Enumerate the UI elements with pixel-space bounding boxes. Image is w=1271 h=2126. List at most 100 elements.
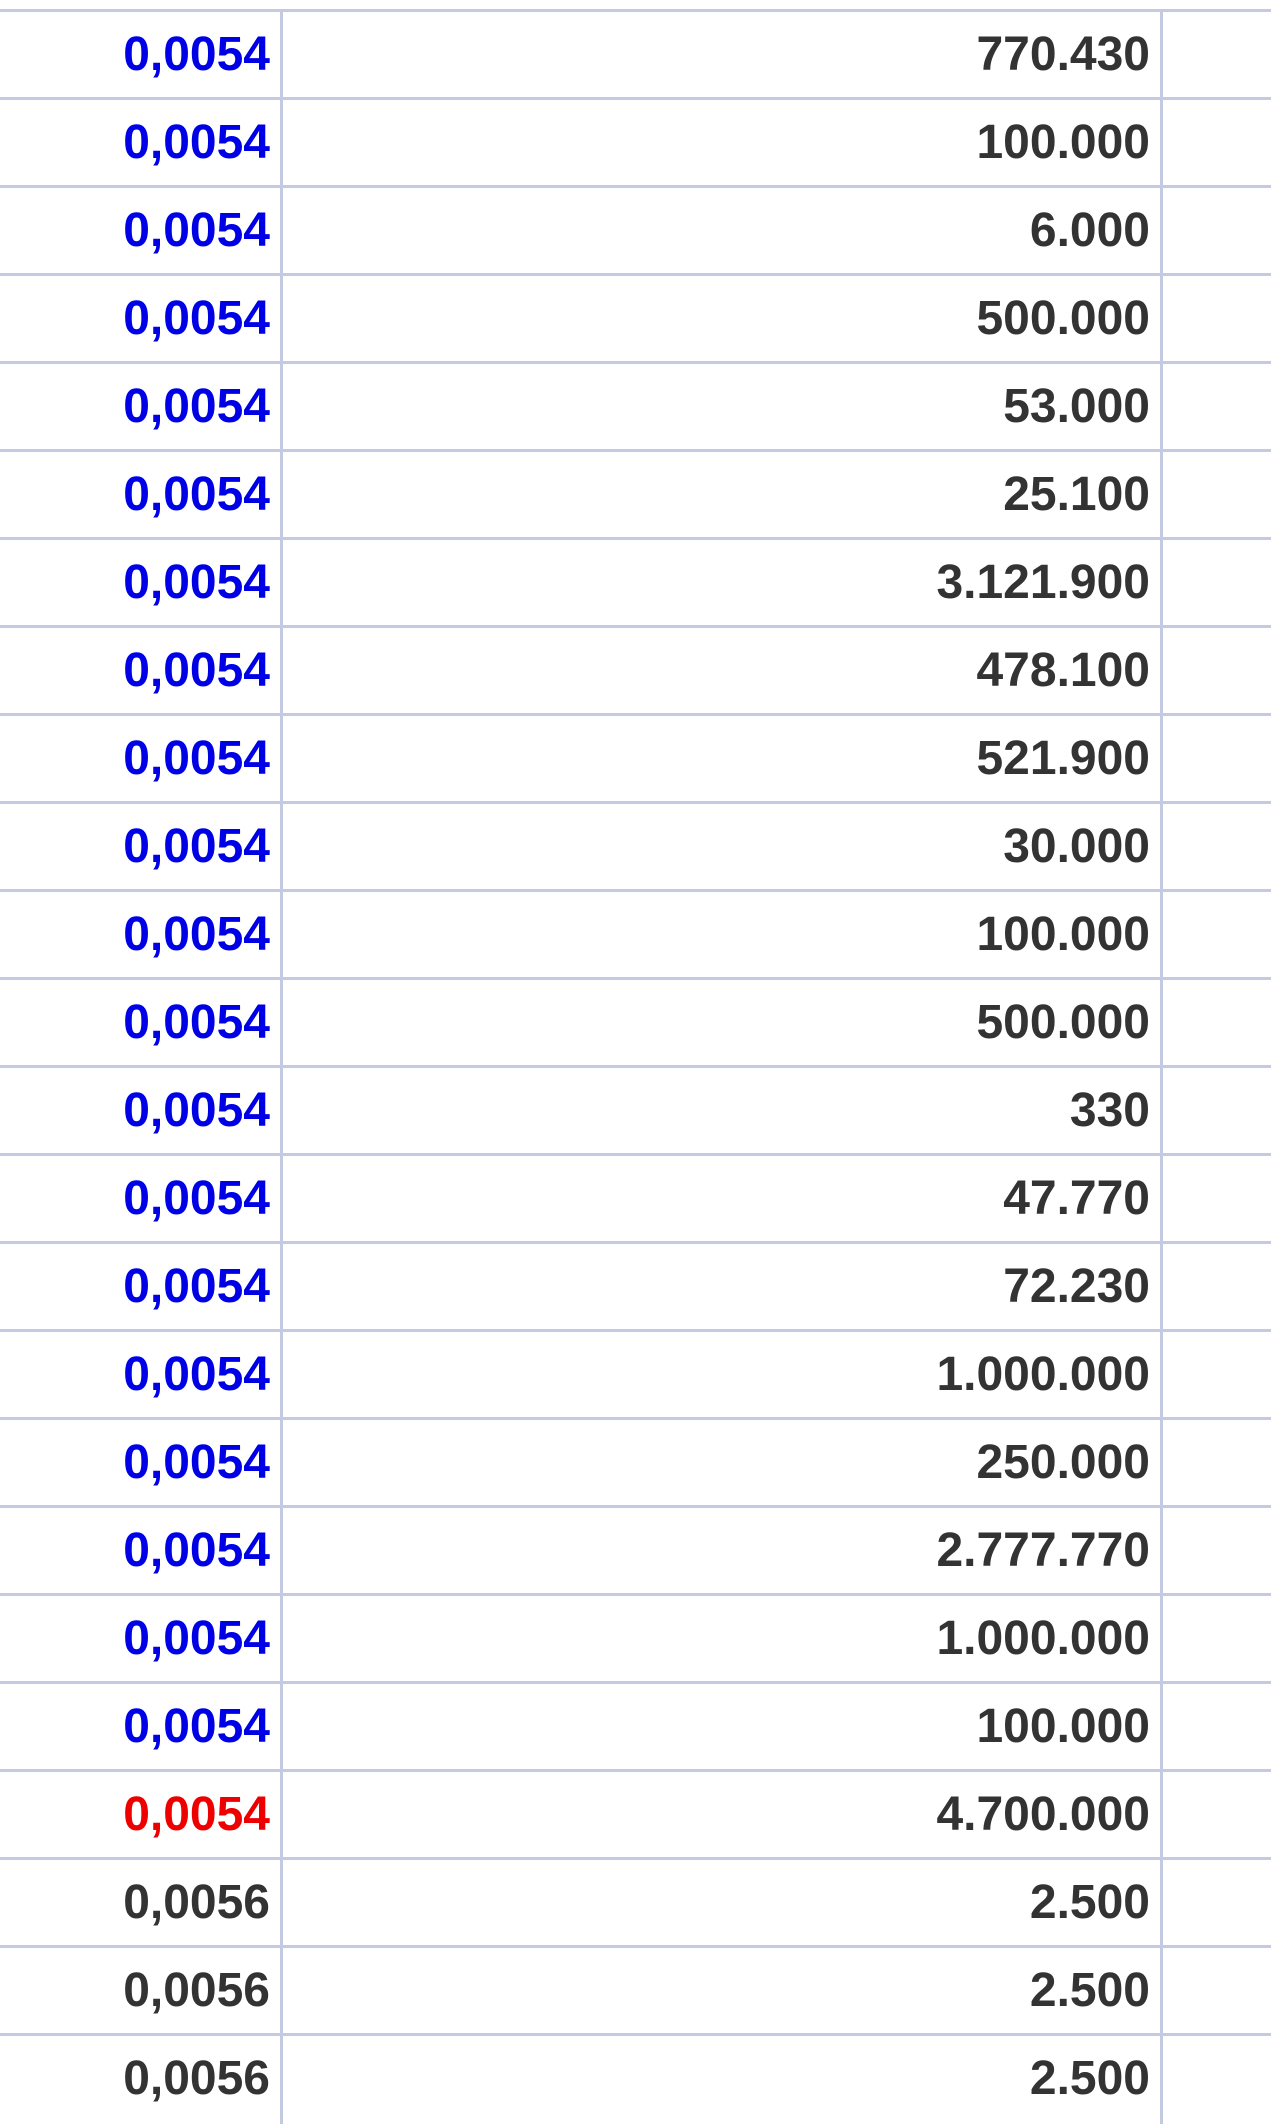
volume-cell: 2.500	[1029, 1964, 1150, 2017]
volume-cell: 250.000	[976, 1436, 1150, 1489]
column-divider	[1160, 276, 1163, 364]
table-row: 0,0054 25.100	[0, 449, 1271, 540]
table-row: 0,0054 478.100	[0, 625, 1271, 716]
column-divider	[1160, 628, 1163, 716]
price-cell: 0,0054	[123, 204, 270, 257]
volume-cell: 500.000	[976, 996, 1150, 1049]
volume-cell: 100.000	[976, 1700, 1150, 1753]
column-divider	[280, 980, 283, 1068]
column-divider	[1160, 1684, 1163, 1772]
volume-cell: 1.000.000	[936, 1612, 1150, 1665]
table-row: 0,0054 1.000.000	[0, 1329, 1271, 1420]
price-cell: 0,0054	[123, 28, 270, 81]
volume-cell: 30.000	[1003, 820, 1150, 873]
column-divider	[1160, 1156, 1163, 1244]
table-row: 0,0054 3.121.900	[0, 537, 1271, 628]
price-cell: 0,0054	[123, 1260, 270, 1313]
table-row: 0,0054 100.000	[0, 97, 1271, 188]
column-divider	[280, 892, 283, 980]
price-cell: 0,0054	[123, 820, 270, 873]
table-row: 0,0054 500.000	[0, 273, 1271, 364]
table-row: 0,0054 72.230	[0, 1241, 1271, 1332]
column-divider	[1160, 540, 1163, 628]
table-row: 0,0054 6.000	[0, 185, 1271, 276]
column-divider	[280, 1684, 283, 1772]
table-row: 0,0056 2.500	[0, 1857, 1271, 1948]
column-divider	[280, 716, 283, 804]
column-divider	[1160, 1948, 1163, 2036]
volume-cell: 1.000.000	[936, 1348, 1150, 1401]
price-cell: 0,0054	[123, 908, 270, 961]
price-cell: 0,0054	[123, 1788, 270, 1841]
volume-cell: 100.000	[976, 908, 1150, 961]
price-cell: 0,0054	[123, 380, 270, 433]
column-divider	[1160, 188, 1163, 276]
column-divider	[1160, 1508, 1163, 1596]
table-row: 0,0054 250.000	[0, 1417, 1271, 1508]
price-cell: 0,0054	[123, 644, 270, 697]
price-cell: 0,0056	[123, 1964, 270, 2017]
volume-cell: 2.500	[1029, 2052, 1150, 2105]
price-cell: 0,0054	[123, 1612, 270, 1665]
column-divider	[280, 1772, 283, 1860]
column-divider	[280, 540, 283, 628]
column-divider	[1160, 100, 1163, 188]
volume-cell: 100.000	[976, 116, 1150, 169]
column-divider	[280, 100, 283, 188]
column-divider	[280, 2036, 283, 2124]
column-divider	[280, 804, 283, 892]
table-row: 0,0054 100.000	[0, 889, 1271, 980]
price-cell: 0,0054	[123, 1084, 270, 1137]
table-row: 0,0054 770.430	[0, 9, 1271, 100]
volume-cell: 521.900	[976, 732, 1150, 785]
price-cell: 0,0054	[123, 1524, 270, 1577]
volume-cell: 478.100	[976, 644, 1150, 697]
price-cell: 0,0054	[123, 116, 270, 169]
price-cell: 0,0056	[123, 2052, 270, 2105]
table-row: 0,0054 30.000	[0, 801, 1271, 892]
table-row: 0,0054 330	[0, 1065, 1271, 1156]
column-divider	[1160, 804, 1163, 892]
volume-cell: 330	[1069, 1084, 1150, 1137]
column-divider	[1160, 1596, 1163, 1684]
column-divider	[280, 1332, 283, 1420]
column-divider	[280, 1948, 283, 2036]
column-divider	[280, 1596, 283, 1684]
column-divider	[280, 276, 283, 364]
column-divider	[280, 1508, 283, 1596]
price-cell: 0,0054	[123, 468, 270, 521]
column-divider	[1160, 364, 1163, 452]
table-row: 0,0054 500.000	[0, 977, 1271, 1068]
volume-cell: 2.500	[1029, 1876, 1150, 1929]
column-divider	[280, 12, 283, 100]
volume-cell: 770.430	[976, 28, 1150, 81]
price-cell: 0,0054	[123, 732, 270, 785]
column-divider	[280, 1860, 283, 1948]
table-row: 0,0054 1.000.000	[0, 1593, 1271, 1684]
column-divider	[1160, 1860, 1163, 1948]
column-divider	[280, 188, 283, 276]
price-cell: 0,0054	[123, 1348, 270, 1401]
table-row: 0,0056 2.500	[0, 1945, 1271, 2036]
column-divider	[280, 628, 283, 716]
column-divider	[1160, 2036, 1163, 2124]
table-row: 0,0054 100.000	[0, 1681, 1271, 1772]
column-divider	[280, 1244, 283, 1332]
table-row: 0,0054 521.900	[0, 713, 1271, 804]
price-cell: 0,0054	[123, 1172, 270, 1225]
price-cell: 0,0054	[123, 996, 270, 1049]
column-divider	[280, 1156, 283, 1244]
price-cell: 0,0054	[123, 1700, 270, 1753]
table-row: 0,0054 53.000	[0, 361, 1271, 452]
volume-cell: 53.000	[1003, 380, 1150, 433]
table-row: 0,0054 2.777.770	[0, 1505, 1271, 1596]
volume-cell: 72.230	[1003, 1260, 1150, 1313]
column-divider	[1160, 892, 1163, 980]
volume-cell: 47.770	[1003, 1172, 1150, 1225]
column-divider	[1160, 12, 1163, 100]
price-cell: 0,0054	[123, 1436, 270, 1489]
volume-cell: 25.100	[1003, 468, 1150, 521]
volume-cell: 4.700.000	[936, 1788, 1150, 1841]
volume-cell: 2.777.770	[936, 1524, 1150, 1577]
price-cell: 0,0054	[123, 556, 270, 609]
